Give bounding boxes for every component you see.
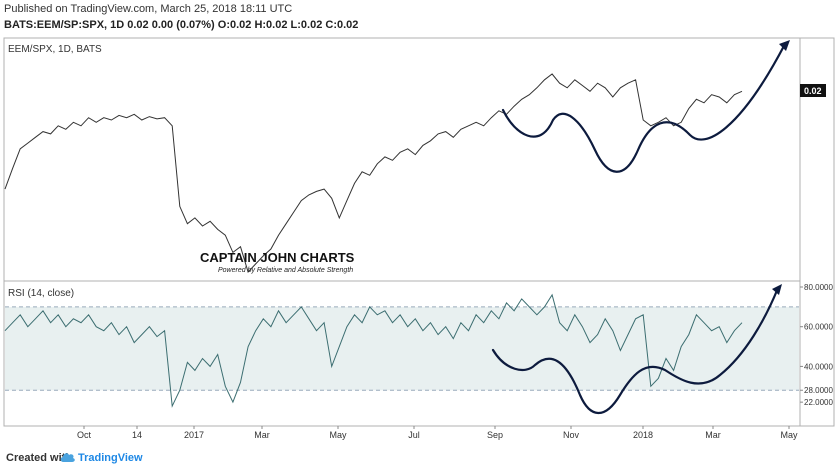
watermark-subtitle: Powered by Relative and Absolute Strengt… bbox=[218, 267, 353, 274]
xtick-label: 2017 bbox=[184, 430, 204, 440]
xtick-label: 14 bbox=[132, 430, 142, 440]
rsi-ytick-label: 22.0000 bbox=[804, 398, 833, 407]
last-value-label: 0.02 bbox=[804, 86, 822, 96]
main-pane bbox=[3, 37, 801, 282]
price-double-bottom-annotation bbox=[501, 42, 787, 173]
xtick-label: May bbox=[780, 430, 798, 440]
rsi-band bbox=[5, 306, 799, 391]
xtick-label: Nov bbox=[563, 430, 580, 440]
rsi-ytick-label: 60.0000 bbox=[804, 323, 833, 332]
rsi-line bbox=[4, 293, 743, 408]
watermark-title: CAPTAIN JOHN CHARTS bbox=[200, 250, 355, 265]
rsi-arrow-head-icon bbox=[772, 284, 782, 295]
chart-area[interactable]: EEM/SPX, 1D, BATS RSI (14, close) CAPTAI… bbox=[0, 0, 838, 444]
xtick-label: May bbox=[329, 430, 347, 440]
rsi-ytick-label: 28.0000 bbox=[804, 386, 833, 395]
xtick-label: Sep bbox=[487, 430, 503, 440]
price-arrow-head-icon bbox=[779, 40, 790, 51]
tradingview-brand-link[interactable]: TradingView bbox=[78, 452, 143, 464]
created-with-label: Created with bbox=[6, 452, 73, 464]
main-pane-title: EEM/SPX, 1D, BATS bbox=[8, 44, 102, 55]
footer: Created with TradingView bbox=[0, 444, 838, 471]
last-value-badge bbox=[800, 84, 826, 97]
price-line bbox=[4, 73, 743, 273]
rsi-ytick-label: 80.0000 bbox=[804, 283, 833, 292]
rsi-double-bottom-annotation bbox=[491, 286, 780, 414]
chart-header: Published on TradingView.com, March 25, … bbox=[4, 0, 834, 34]
symbol-info-line: BATS:EEM/SP:SPX, 1D 0.02 0.00 (0.07%) O:… bbox=[4, 19, 359, 31]
price-axis bbox=[799, 37, 835, 427]
rsi-ytick-label: 40.0000 bbox=[804, 362, 833, 371]
xtick-label: Mar bbox=[705, 430, 721, 440]
xtick-label: Oct bbox=[77, 430, 92, 440]
xtick-label: Mar bbox=[254, 430, 270, 440]
tradingview-cloud-icon bbox=[60, 453, 75, 462]
rsi-pane-title: RSI (14, close) bbox=[8, 288, 74, 299]
xtick-label: 2018 bbox=[633, 430, 653, 440]
published-line: Published on TradingView.com, March 25, … bbox=[4, 3, 293, 15]
xtick-label: Jul bbox=[408, 430, 420, 440]
